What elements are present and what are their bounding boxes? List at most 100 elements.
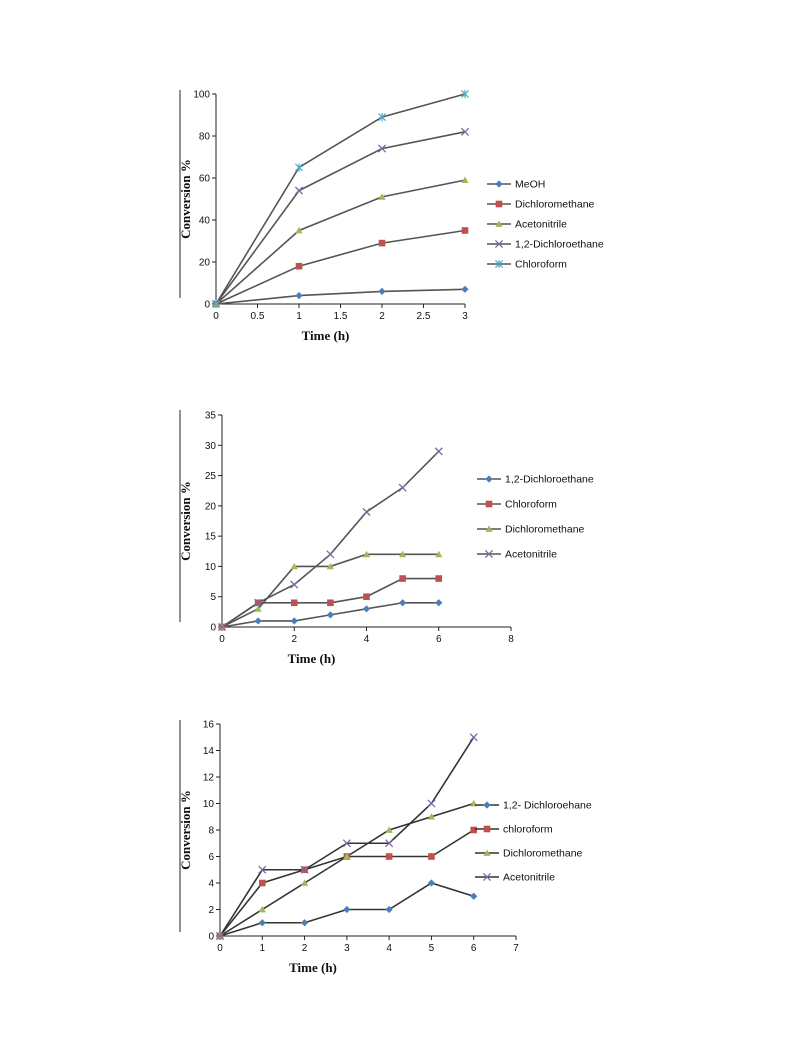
y-tick-label: 20 [199, 258, 211, 269]
series-line-1 [215, 229, 466, 305]
x-tick-label: 1.5 [334, 311, 348, 322]
data-point [460, 127, 470, 136]
y-tick-label: 8 [208, 826, 214, 837]
data-point [385, 853, 393, 860]
legend-marker [482, 872, 492, 882]
legend-label: Chloroform [505, 499, 557, 511]
data-point [295, 226, 303, 234]
data-point [294, 163, 304, 172]
data-point [290, 617, 298, 625]
data-point [399, 575, 406, 582]
data-point [290, 580, 299, 589]
data-point [385, 839, 394, 848]
data-point [211, 299, 221, 309]
data-point [258, 919, 266, 927]
data-point [377, 113, 387, 122]
legend-marker [485, 475, 493, 483]
x-tick-label: 6 [436, 634, 442, 645]
legend-label: Acetonitrile [505, 549, 557, 561]
data-point [343, 905, 351, 914]
legend-marker [483, 825, 491, 833]
data-point [327, 599, 334, 607]
y-tick-label: 6 [208, 852, 214, 863]
y-tick-label: 0 [208, 932, 214, 943]
data-point [258, 905, 266, 913]
data-point [362, 507, 371, 516]
x-tick-label: 0 [213, 311, 219, 322]
data-point [378, 239, 386, 247]
data-point [469, 733, 478, 742]
data-point [470, 892, 478, 900]
data-point [342, 839, 351, 848]
data-point [362, 605, 371, 613]
legend-label: Acetonitrile [503, 872, 555, 884]
data-point [435, 599, 443, 607]
legend-marker [495, 220, 503, 227]
data-point [460, 89, 470, 99]
y-tick-label: 60 [199, 174, 211, 185]
chart-2: 0 5 10 15 20 25 30 35 0 2 4 6 8 Time (h) Conversion % 1… [178, 410, 594, 666]
y-tick-label: 5 [210, 592, 216, 603]
y-tick-label: 100 [193, 90, 210, 101]
x-axis-title: Time (h) [302, 328, 350, 343]
legend-label: chloroform [503, 824, 553, 836]
data-point [326, 562, 334, 570]
chart-1: 0 20 40 60 80 100 0 0.5 1 1.5 2 2.5 3 Time (h) Convers… [178, 89, 604, 344]
data-point [295, 262, 303, 270]
data-point [254, 605, 262, 612]
data-point [295, 292, 303, 300]
data-point [427, 879, 436, 887]
x-tick-label: 4 [364, 634, 370, 645]
series-line-1 [219, 829, 475, 937]
y-tick-label: 80 [199, 132, 211, 143]
legend-marker [484, 549, 494, 559]
series-line-2 [219, 802, 474, 937]
y-tick-label: 4 [208, 879, 214, 890]
data-point [254, 617, 262, 625]
x-tick-label: 0 [219, 634, 225, 645]
legend-label: 1,2-Dichloroethane [505, 474, 594, 486]
series-line-3 [215, 131, 466, 305]
x-tick-label: 0 [217, 943, 223, 954]
series-line-2 [215, 179, 466, 305]
legend-marker [494, 259, 504, 269]
legend-marker [494, 239, 504, 249]
y-tick-label: 25 [205, 471, 217, 482]
x-tick-label: 6 [471, 943, 477, 954]
data-point [435, 550, 443, 558]
data-point [326, 550, 335, 559]
y-tick-label: 10 [205, 562, 217, 573]
y-tick-label: 14 [203, 746, 215, 757]
data-point [343, 852, 351, 860]
data-point [362, 550, 371, 558]
data-point [428, 853, 435, 860]
data-point [427, 813, 436, 820]
y-tick-label: 12 [203, 773, 215, 784]
data-point [290, 562, 298, 570]
legend-label: Acetonitrile [515, 219, 567, 231]
legend-label: Dichloromethane [505, 524, 585, 536]
legend-label: Dichloromethane [515, 199, 595, 211]
data-point [215, 931, 225, 941]
legend-label: 1,2- Dichloroehane [503, 800, 592, 812]
y-tick-label: 35 [205, 411, 217, 422]
data-point [217, 622, 227, 632]
legend-marker [495, 180, 503, 188]
legend-marker [495, 200, 503, 208]
y-tick-label: 0 [210, 623, 216, 634]
data-point [258, 879, 266, 887]
legend-label: 1,2-Dichloroethane [515, 239, 604, 251]
y-tick-label: 2 [208, 905, 214, 916]
y-tick-label: 15 [205, 532, 217, 543]
legend-marker [485, 525, 493, 532]
x-tick-label: 7 [513, 943, 519, 954]
y-tick-label: 40 [199, 216, 211, 227]
data-point [378, 287, 386, 295]
x-tick-label: 2.5 [417, 311, 431, 322]
x-tick-label: 2 [291, 634, 297, 645]
data-point [435, 575, 443, 582]
x-axis-title: Time (h) [289, 960, 337, 975]
y-tick-label: 30 [205, 441, 217, 452]
chart-panel-1: 0 20 40 60 80 100 0 0.5 1 1.5 2 2.5 3 Time (h) Convers… [0, 80, 793, 360]
